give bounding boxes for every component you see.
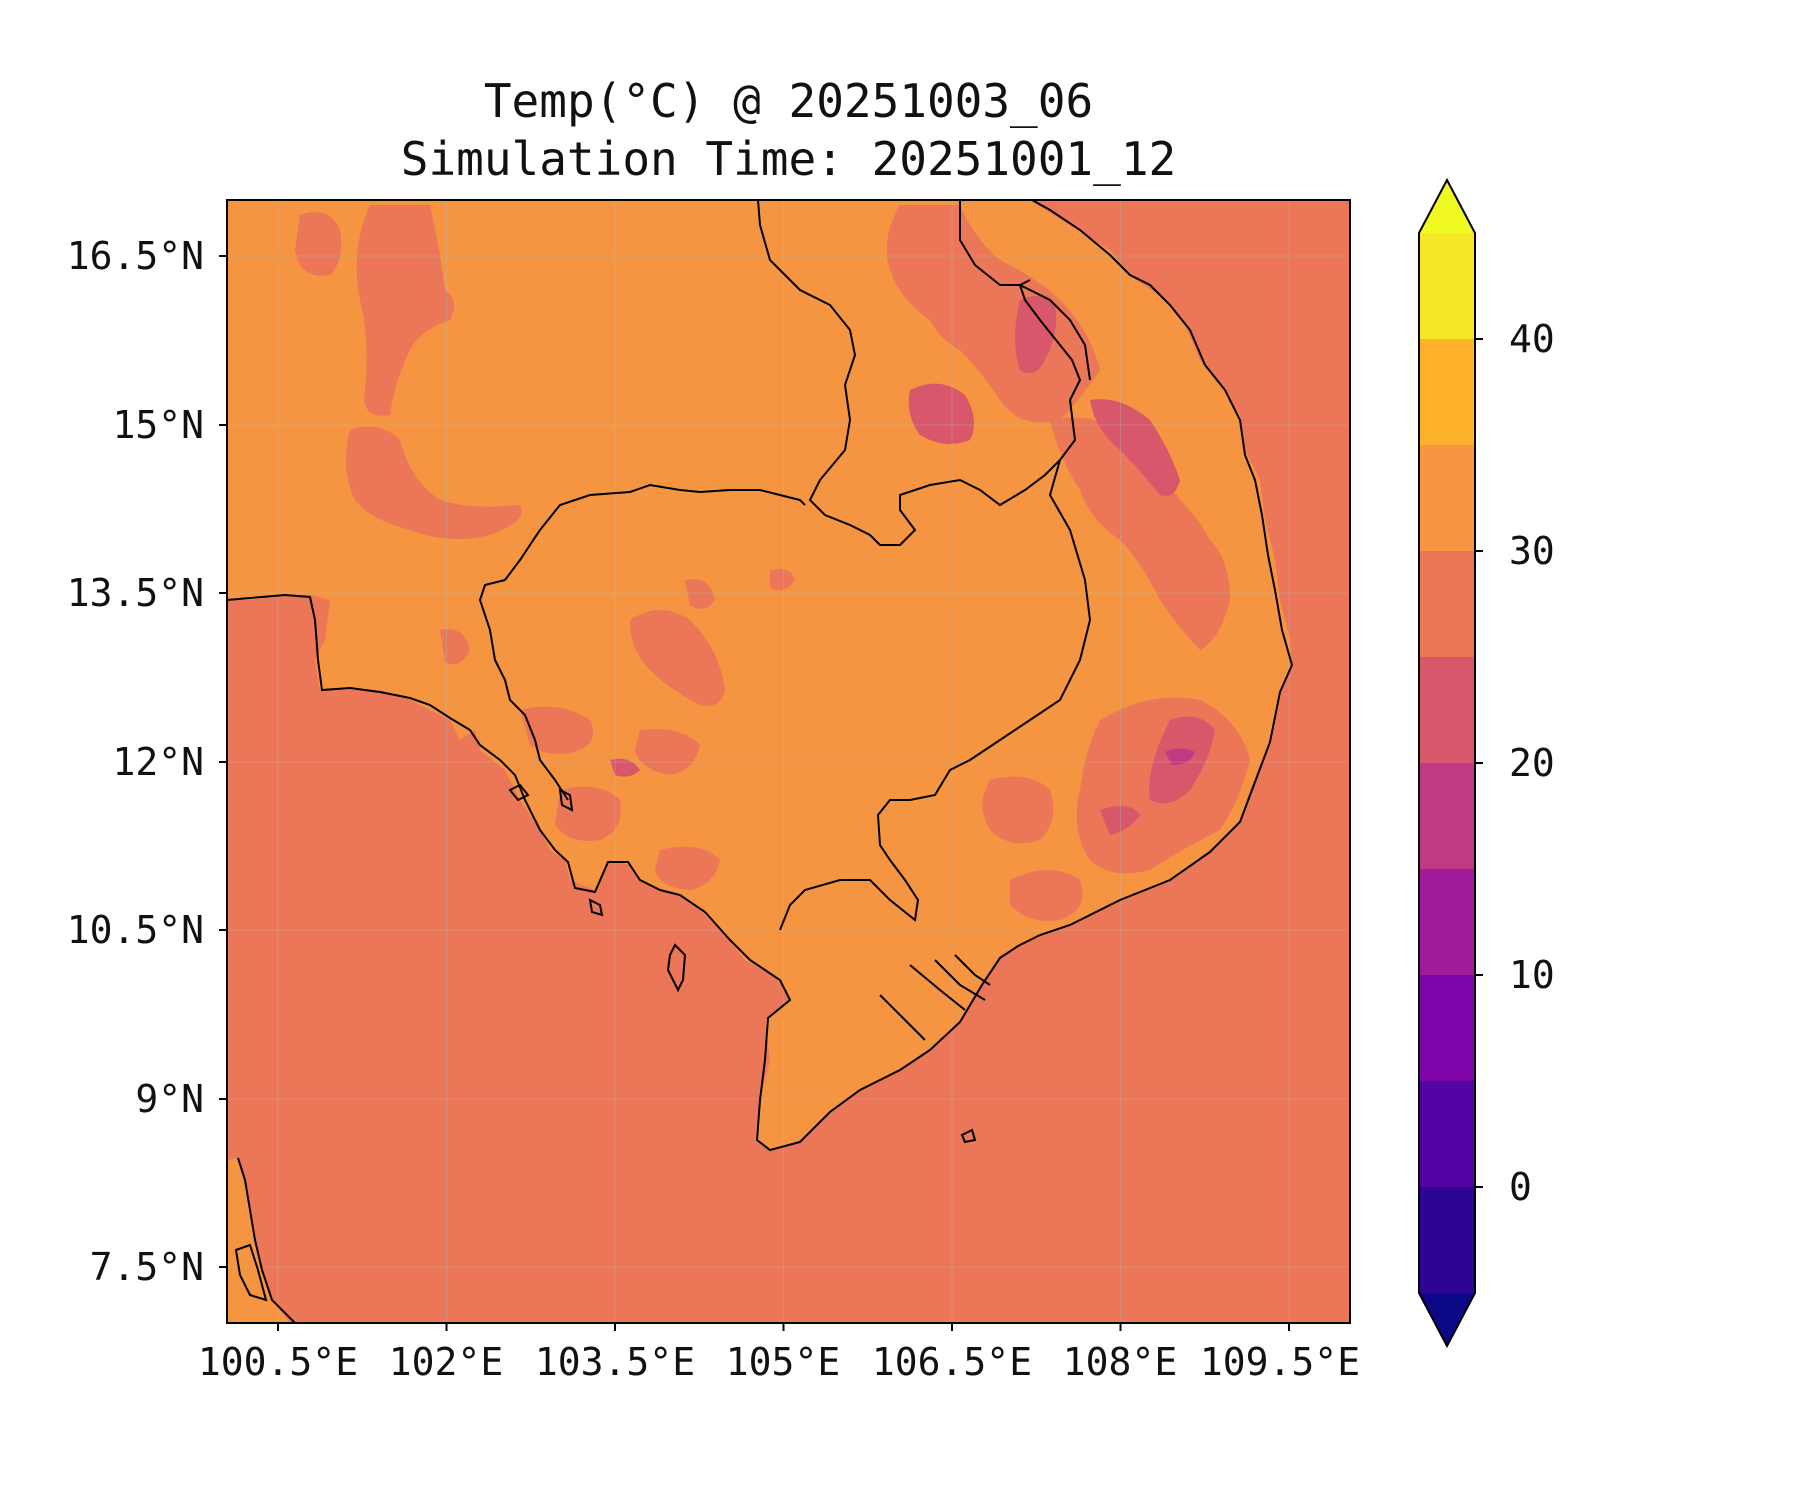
lat-label-13-5: 13.5°N	[66, 571, 204, 615]
lat-label-15: 15°N	[112, 403, 204, 447]
colorbar-band-10-15	[1419, 869, 1475, 975]
lon-label-103-5: 103.5°E	[534, 1340, 696, 1384]
colorbar-extend-top	[1419, 180, 1475, 233]
colorbar-band-30-35	[1419, 445, 1475, 551]
colorbar-band-20-25	[1419, 657, 1475, 763]
colorbar-label-30: 30	[1509, 529, 1555, 573]
colorbar-band-neg5-0	[1419, 1187, 1475, 1293]
map-area	[227, 200, 1350, 1323]
lon-tick-marks	[277, 1323, 1290, 1331]
colorbar-band-0-5	[1419, 1081, 1475, 1187]
lon-label-105: 105°E	[725, 1340, 841, 1384]
lat-label-10-5: 10.5°N	[66, 908, 204, 952]
colorbar-band-40-45	[1419, 233, 1475, 339]
colorbar-band-25-30	[1419, 551, 1475, 657]
gridlines	[227, 200, 1350, 1323]
coastlines-and-borders	[227, 200, 1293, 1323]
colorbar	[1418, 177, 1483, 1349]
lon-label-109-5: 109.5°E	[1199, 1340, 1361, 1384]
lon-label-106-5: 106.5°E	[871, 1340, 1033, 1384]
colorbar-label-0: 0	[1509, 1165, 1532, 1209]
land-coolest-patch	[1165, 748, 1195, 765]
colorbar-extend-bottom	[1419, 1293, 1475, 1346]
colorbar-tick-marks	[1475, 338, 1483, 1188]
lat-label-9: 9°N	[135, 1077, 204, 1121]
lon-label-108: 108°E	[1062, 1340, 1178, 1384]
colorbar-label-10: 10	[1509, 953, 1555, 997]
lat-label-16-5: 16.5°N	[66, 234, 204, 278]
colorbar-label-40: 40	[1509, 317, 1555, 361]
lon-label-102: 102°E	[388, 1340, 504, 1384]
map-subtitle: Simulation Time: 20251001_12	[400, 132, 1177, 186]
colorbar-band-5-10	[1419, 975, 1475, 1081]
lat-tick-marks	[219, 255, 227, 1268]
colorbar-band-15-20	[1419, 763, 1475, 869]
lat-label-12: 12°N	[112, 740, 204, 784]
colorbar-label-20: 20	[1509, 741, 1555, 785]
lon-label-100-5: 100.5°E	[197, 1340, 359, 1384]
lat-label-7-5: 7.5°N	[89, 1245, 204, 1289]
map-title: Temp(°C) @ 20251003_06	[483, 74, 1094, 128]
colorbar-outline	[1418, 177, 1476, 1349]
colorbar-band-35-40	[1419, 339, 1475, 445]
